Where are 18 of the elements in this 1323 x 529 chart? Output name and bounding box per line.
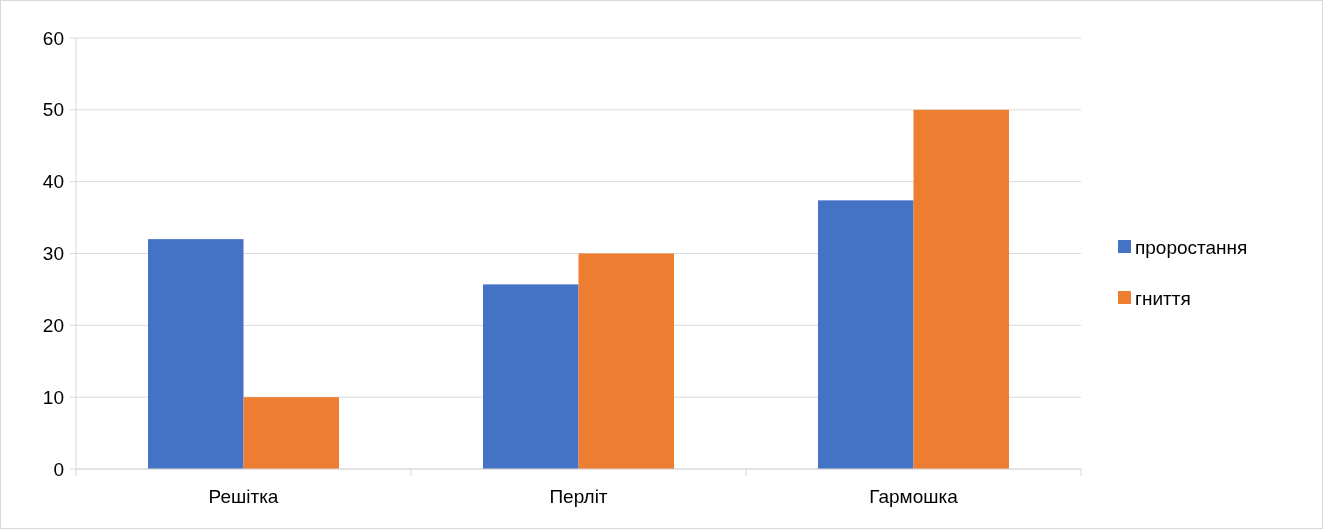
y-tick-label: 20 xyxy=(42,314,64,336)
y-tick-label: 40 xyxy=(42,171,64,193)
bar xyxy=(243,397,339,469)
bar xyxy=(483,284,579,469)
x-tick-label: Гармошка xyxy=(869,486,959,507)
y-tick-label: 0 xyxy=(53,458,64,480)
bar xyxy=(818,200,914,469)
y-tick-label: 60 xyxy=(42,27,64,49)
bar xyxy=(578,253,674,469)
legend-label: гниття xyxy=(1135,287,1191,309)
y-tick-label: 10 xyxy=(42,386,64,408)
x-tick-label: Решітка xyxy=(208,486,279,507)
y-tick-label: 50 xyxy=(42,99,64,121)
legend-label: проростання xyxy=(1135,236,1248,258)
bar xyxy=(913,109,1009,469)
bar xyxy=(148,239,244,469)
x-tick-label: Перліт xyxy=(549,486,608,507)
y-tick-label: 30 xyxy=(42,243,64,265)
